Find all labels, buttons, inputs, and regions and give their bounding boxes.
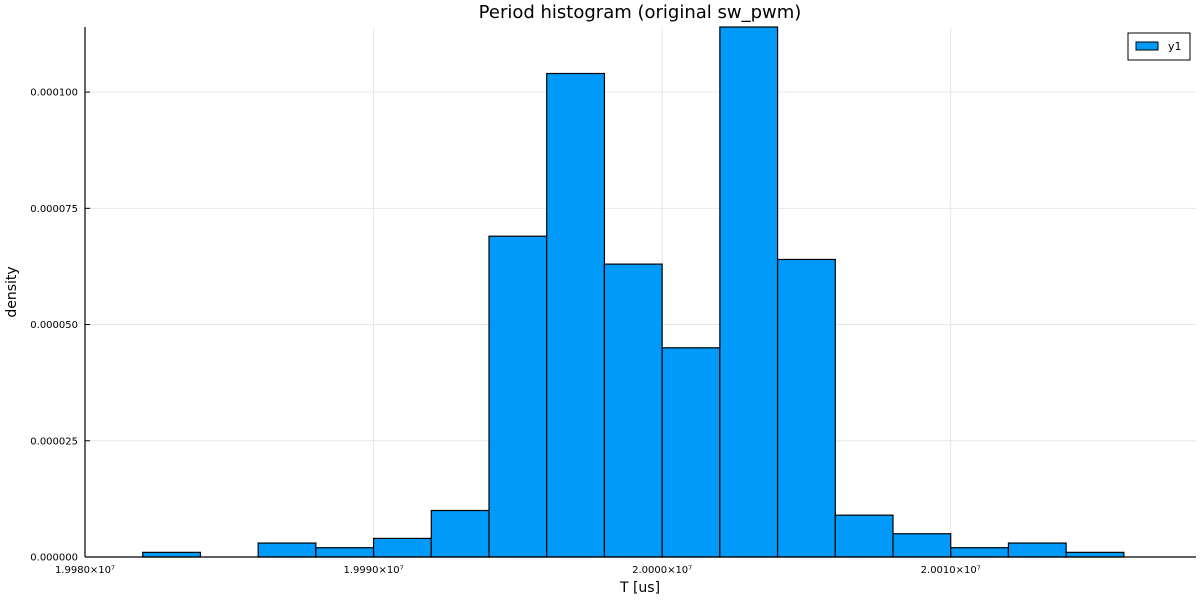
y-tick-label-1: 0.000025 (30, 436, 78, 447)
histogram-bars (142, 26, 1125, 558)
y-tick-label-4: 0.000100 (30, 88, 78, 99)
legend: y1 (1127, 32, 1191, 61)
histogram-bar-12 (834, 514, 894, 558)
histogram-bar-8 (603, 263, 663, 558)
tick-labels: 1.9980×10⁷ 1.9990×10⁷ 2.0000×10⁷ 2.0010×10⁷… (30, 88, 980, 576)
histogram-bar-7 (546, 72, 606, 558)
histogram-bar-11 (776, 258, 836, 558)
histogram-bar-16 (1065, 551, 1125, 558)
x-tick-label-0: 1.9980×10⁷ (55, 565, 115, 576)
legend-swatch-y1 (1135, 41, 1159, 51)
histogram-bar-5 (430, 509, 490, 558)
histogram-bar-3 (315, 547, 375, 558)
histogram-bar-9 (661, 347, 721, 558)
y-tick-label-3: 0.000075 (30, 204, 78, 215)
x-tick-label-2: 2.0000×10⁷ (632, 565, 692, 576)
y-axis-label: density (4, 266, 20, 317)
x-axis-label: T [us] (619, 580, 660, 596)
x-tick-label-1: 1.9990×10⁷ (344, 565, 404, 576)
x-tick-label-3: 2.0010×10⁷ (921, 565, 981, 576)
histogram-bar-10 (719, 26, 779, 558)
histogram-bar-6 (488, 235, 548, 558)
legend-label-y1: y1 (1168, 40, 1182, 53)
histogram-bar-4 (372, 537, 432, 558)
histogram-bar-14 (950, 547, 1010, 558)
chart-title: Period histogram (original sw_pwm) (479, 2, 802, 23)
y-tick-label-0: 0.000000 (30, 553, 78, 564)
y-tick-label-2: 0.000050 (30, 320, 78, 331)
histogram-bar-2 (257, 542, 317, 558)
axes (84, 27, 1196, 558)
histogram-bar-15 (1007, 542, 1067, 558)
histogram-bar-0 (142, 551, 202, 558)
histogram-bar-13 (892, 533, 952, 558)
